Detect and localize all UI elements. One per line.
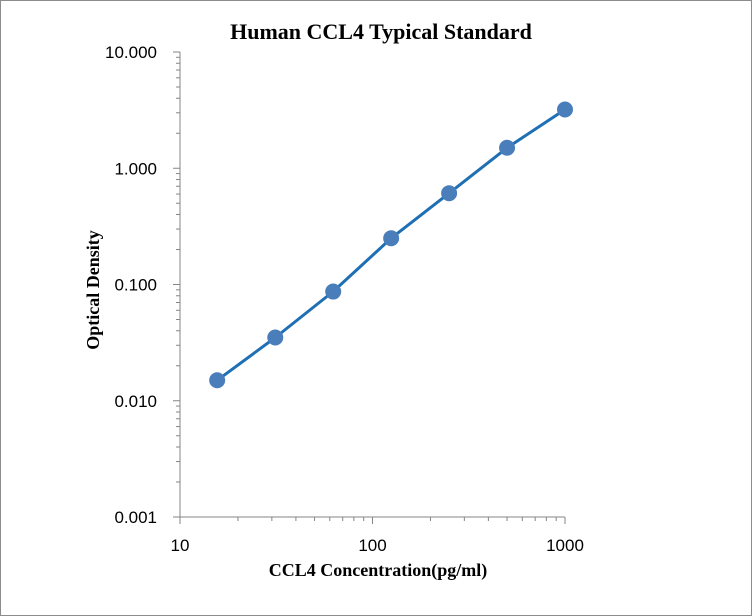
data-point bbox=[209, 372, 226, 389]
series bbox=[209, 101, 573, 389]
data-point bbox=[267, 329, 284, 346]
axes bbox=[173, 51, 566, 524]
y-tick-label: 1.000 bbox=[114, 159, 157, 178]
data-point bbox=[499, 139, 516, 156]
x-tick-label: 10 bbox=[171, 536, 190, 555]
x-tick-labels: 10 100 1000 bbox=[171, 536, 584, 555]
y-tick-labels: 10.000 1.000 0.100 0.010 0.001 bbox=[105, 43, 157, 527]
x-tick-label: 100 bbox=[358, 536, 386, 555]
x-tick-label: 1000 bbox=[546, 536, 584, 555]
y-tick-label: 0.010 bbox=[114, 392, 157, 411]
y-axis-title: Optical Density bbox=[83, 230, 103, 350]
y-tick-label: 0.100 bbox=[114, 276, 157, 295]
data-point bbox=[383, 230, 400, 247]
y-tick-label: 10.000 bbox=[105, 43, 157, 62]
x-axis-title: CCL4 Concentration(pg/ml) bbox=[269, 560, 488, 581]
data-point bbox=[557, 101, 573, 118]
data-point bbox=[441, 185, 458, 202]
data-point bbox=[325, 283, 342, 300]
chart-title: Human CCL4 Typical Standard bbox=[230, 19, 532, 44]
y-tick-label: 0.001 bbox=[114, 508, 157, 527]
